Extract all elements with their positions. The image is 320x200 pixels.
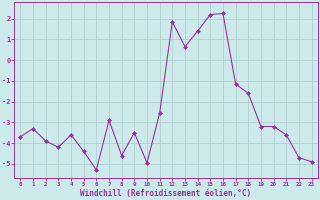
X-axis label: Windchill (Refroidissement éolien,°C): Windchill (Refroidissement éolien,°C) xyxy=(80,189,252,198)
